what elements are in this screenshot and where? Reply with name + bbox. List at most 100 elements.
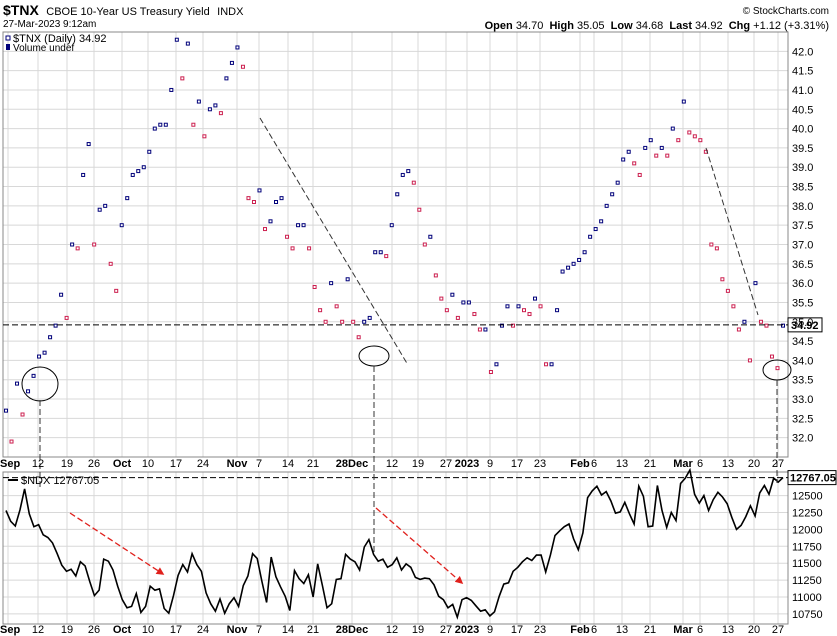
tnx-point [533, 296, 538, 301]
tnx-point [147, 149, 152, 154]
tnx-point [367, 315, 372, 320]
y-tick-label: 33.5 [792, 375, 813, 387]
x-tick-label: 14 [282, 458, 294, 470]
x-tick-label: 10 [142, 458, 154, 470]
tnx-point [736, 327, 741, 332]
tnx-point [362, 319, 367, 324]
x-tick-label: Mar [673, 624, 693, 636]
x-tick-label: 19 [61, 624, 73, 636]
tnx-point [483, 327, 488, 332]
y-tick-label: 35.0 [792, 317, 813, 329]
high-label: High [549, 20, 574, 32]
tnx-point [169, 87, 174, 92]
legend-swatch [6, 44, 10, 50]
tnx-point [130, 172, 135, 177]
tnx-point [555, 308, 560, 313]
open-label: Open [484, 20, 513, 32]
tnx-point [753, 281, 758, 286]
x-tick-label: Mar [673, 458, 693, 470]
tnx-point [621, 157, 626, 162]
x-tick-label: 28Dec [336, 624, 368, 636]
tnx-point [411, 180, 416, 185]
tnx-point [9, 439, 14, 444]
tnx-point [108, 261, 113, 266]
tnx-point [648, 138, 653, 143]
tnx-point [577, 257, 582, 262]
chart-header: $TNX CBOE 10-Year US Treasury Yield INDX… [3, 2, 833, 32]
x-tick-label: 10 [142, 624, 154, 636]
tnx-point [92, 242, 97, 247]
tnx-point [439, 296, 444, 301]
x-tick-label: 17 [511, 624, 523, 636]
x-tick-label: 17 [511, 458, 523, 470]
x-tick-label: 21 [307, 624, 319, 636]
tnx-point [53, 323, 58, 328]
y-tick-label: 40.5 [792, 104, 813, 116]
quote-summary: Open 34.70 High 35.05 Low 34.68 Last 34.… [485, 20, 829, 32]
x-tick-label: 7 [256, 458, 262, 470]
tnx-point [119, 223, 124, 228]
x-tick-label: 23 [534, 458, 546, 470]
tnx-point [676, 138, 681, 143]
tnx-point [659, 145, 664, 150]
x-tick-label: 17 [170, 624, 182, 636]
y-tick-label: 35.5 [792, 297, 813, 309]
x-tick-label: 6 [697, 458, 703, 470]
tnx-point [643, 145, 648, 150]
tnx-point [37, 354, 42, 359]
y-tick-label: 36.0 [792, 278, 813, 290]
x-tick-label: Nov [227, 624, 249, 636]
x-tick-label: 2023 [455, 624, 479, 636]
x-tick-label: Feb [570, 624, 590, 636]
y-tick-label: 10750 [792, 609, 823, 621]
x-tick-label: 12 [32, 624, 44, 636]
tnx-point [202, 134, 207, 139]
tnx-point [466, 300, 471, 305]
tnx-point [218, 111, 223, 116]
tnx-point [599, 219, 604, 224]
tnx-point [522, 308, 526, 313]
tnx-point [571, 261, 576, 266]
tnx-point [681, 99, 686, 104]
tnx-point [389, 223, 394, 228]
high-value: 35.05 [576, 20, 605, 32]
x-tick-label: Oct [113, 458, 132, 470]
y-tick-label: 32.0 [792, 433, 813, 445]
tnx-point [296, 223, 301, 228]
tnx-point [417, 207, 422, 212]
tnx-point [125, 196, 130, 201]
tnx-point [494, 362, 499, 367]
y-tick-label: 39.5 [792, 143, 813, 155]
ndx-panel-frame [2, 471, 789, 625]
tnx-point [444, 308, 449, 313]
x-tick-label: 2023 [455, 458, 479, 470]
tnx-point [86, 142, 91, 147]
y-tick-label: 34.0 [792, 355, 813, 367]
tnx-point [560, 269, 565, 274]
tnx-point [764, 323, 769, 328]
y-tick-label: 39.0 [792, 162, 813, 174]
tnx-point [136, 169, 141, 174]
x-tick-label: Oct [113, 624, 132, 636]
tnx-point [781, 323, 785, 328]
tnx-point [64, 315, 69, 320]
tnx-point [213, 103, 218, 108]
chg-value: +1.12 (+3.31%) [753, 20, 829, 32]
tnx-point [549, 362, 554, 367]
x-tick-label: 20 [748, 624, 760, 636]
tnx-point [450, 292, 455, 297]
tnx-point [263, 227, 267, 232]
y-tick-label: 38.5 [792, 182, 813, 194]
x-tick-label: 12 [32, 458, 44, 470]
legend-tnx: $TNX (Daily) 34.92 [13, 33, 107, 45]
tnx-point [103, 203, 108, 208]
y-tick-label: 12250 [792, 508, 823, 520]
x-tick-label: 14 [282, 624, 294, 636]
tnx-point [566, 265, 571, 270]
tnx-point [42, 350, 47, 355]
tnx-point [747, 358, 752, 363]
ndx-line [5, 467, 784, 620]
tnx-point [301, 223, 306, 228]
tnx-point [692, 134, 697, 139]
